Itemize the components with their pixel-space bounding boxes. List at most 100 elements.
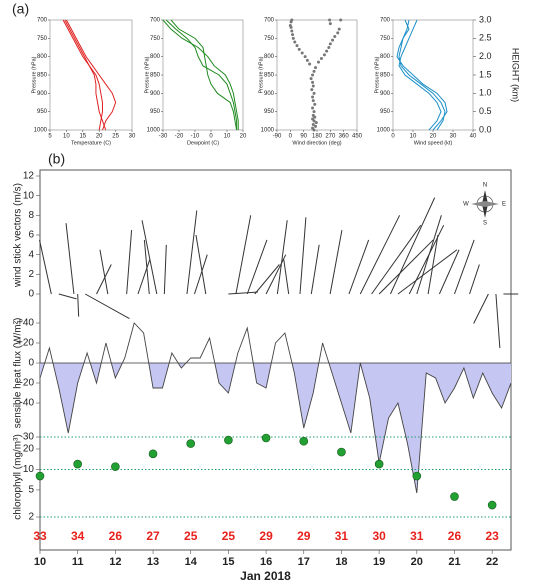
x-tick-label: 30 bbox=[129, 134, 136, 140]
point bbox=[311, 126, 315, 130]
point bbox=[412, 471, 422, 481]
x-tick-label: 20 bbox=[240, 134, 247, 140]
wind-stick bbox=[65, 223, 75, 295]
point bbox=[303, 55, 307, 59]
profile-line bbox=[165, 19, 238, 130]
flux-line bbox=[39, 322, 512, 494]
point bbox=[314, 121, 318, 125]
day-label: 23 bbox=[485, 529, 499, 543]
point bbox=[288, 24, 292, 27]
compass-label: W bbox=[463, 202, 469, 208]
point bbox=[299, 436, 309, 446]
x-tick-label: 0 bbox=[391, 134, 395, 140]
y-tick-label: +20 bbox=[17, 338, 34, 349]
y-tick-label: 850 bbox=[37, 73, 48, 79]
compass-needle bbox=[471, 201, 499, 207]
x-tick-label: 13 bbox=[147, 556, 159, 568]
y2-tick-label: 3.0 bbox=[479, 14, 492, 24]
point bbox=[111, 462, 120, 471]
wind-stick bbox=[228, 291, 258, 295]
x-axis-label: Dewpoint (C) bbox=[187, 140, 219, 146]
wind-stick bbox=[469, 264, 480, 295]
wind-stick bbox=[235, 215, 252, 295]
wind-stick bbox=[163, 244, 167, 295]
point bbox=[337, 27, 341, 31]
y-tick-label: 800 bbox=[37, 54, 48, 60]
wind-stick bbox=[77, 293, 80, 317]
y-tick-label: 700 bbox=[150, 18, 161, 24]
day-label: 29 bbox=[297, 529, 311, 543]
x-tick-label: 10 bbox=[34, 556, 46, 568]
x-tick-label: 450 bbox=[352, 134, 363, 140]
x-tick-label: 18 bbox=[335, 556, 347, 568]
profile-line bbox=[398, 19, 442, 131]
point bbox=[186, 439, 196, 448]
y2-axis-label: HEIGHT (km) bbox=[511, 48, 521, 102]
y-tick-label: 950 bbox=[37, 109, 48, 115]
wind-stick bbox=[195, 234, 207, 295]
y-tick-label: 750 bbox=[150, 36, 161, 42]
y-tick-label: 10 bbox=[23, 464, 35, 475]
wind-stick bbox=[378, 239, 434, 295]
point bbox=[310, 88, 314, 92]
point bbox=[35, 471, 45, 481]
x-tick-label: -20 bbox=[175, 134, 184, 140]
y-axis-label: chlorophyll (mg/m³) bbox=[13, 434, 24, 520]
point bbox=[333, 35, 337, 38]
day-label: 26 bbox=[448, 529, 462, 543]
x-axis-label: Temperature (C) bbox=[71, 140, 111, 146]
wind-stick bbox=[371, 224, 422, 295]
compass: N E S W bbox=[463, 183, 506, 227]
point bbox=[327, 46, 331, 49]
x-tick-label: 90 bbox=[300, 134, 307, 140]
point bbox=[311, 99, 315, 103]
x-tick-label: 21 bbox=[448, 556, 460, 568]
x-tick-label: 15 bbox=[222, 556, 234, 568]
y-tick-label: -20 bbox=[20, 378, 35, 389]
flux-area bbox=[40, 363, 511, 493]
point bbox=[316, 60, 320, 64]
wind-stick bbox=[416, 215, 442, 295]
x-axis-label: Wind direction (deg) bbox=[292, 140, 341, 146]
y-tick-label: 900 bbox=[264, 91, 275, 97]
point bbox=[314, 124, 318, 128]
point bbox=[322, 53, 326, 57]
wind-stick bbox=[96, 264, 112, 295]
point bbox=[325, 49, 329, 53]
x-tick-label: 10 bbox=[224, 134, 231, 140]
wind-stick bbox=[495, 293, 501, 349]
x-tick-label: 17 bbox=[298, 556, 310, 568]
y2-tick-label: 1.5 bbox=[479, 69, 492, 79]
point bbox=[290, 29, 294, 33]
plot-frame bbox=[276, 19, 358, 131]
point bbox=[295, 44, 299, 48]
panel-label: (a) bbox=[12, 1, 29, 17]
wind-stick bbox=[246, 239, 268, 295]
point bbox=[291, 36, 295, 40]
point bbox=[337, 447, 346, 457]
point bbox=[311, 113, 315, 117]
point bbox=[311, 95, 315, 99]
day-label: 25 bbox=[184, 529, 198, 543]
y-tick-label: 1000 bbox=[147, 128, 161, 134]
point bbox=[312, 91, 316, 95]
profile-line bbox=[398, 19, 446, 131]
wind-stick bbox=[427, 234, 439, 295]
y-tick-label: 950 bbox=[380, 109, 391, 115]
wind-stick bbox=[143, 239, 150, 295]
y-tick-label: 4 bbox=[28, 249, 34, 260]
y-tick-label: 900 bbox=[37, 91, 48, 97]
point bbox=[224, 435, 233, 445]
y-tick-label: 1000 bbox=[261, 128, 275, 134]
y-axis-label: Pressure (hPa) bbox=[144, 56, 150, 93]
y2-tick-label: 0.5 bbox=[479, 106, 492, 116]
point bbox=[297, 47, 301, 51]
x-tick-label: 14 bbox=[185, 556, 198, 568]
x-tick-label: 270 bbox=[325, 134, 336, 140]
point bbox=[328, 42, 332, 46]
wind-stick bbox=[348, 239, 370, 295]
y-tick-label: 0 bbox=[28, 289, 34, 300]
y-tick-label: 900 bbox=[380, 91, 391, 97]
y-tick-label: 950 bbox=[150, 109, 161, 115]
y-tick-label: 750 bbox=[264, 36, 275, 42]
